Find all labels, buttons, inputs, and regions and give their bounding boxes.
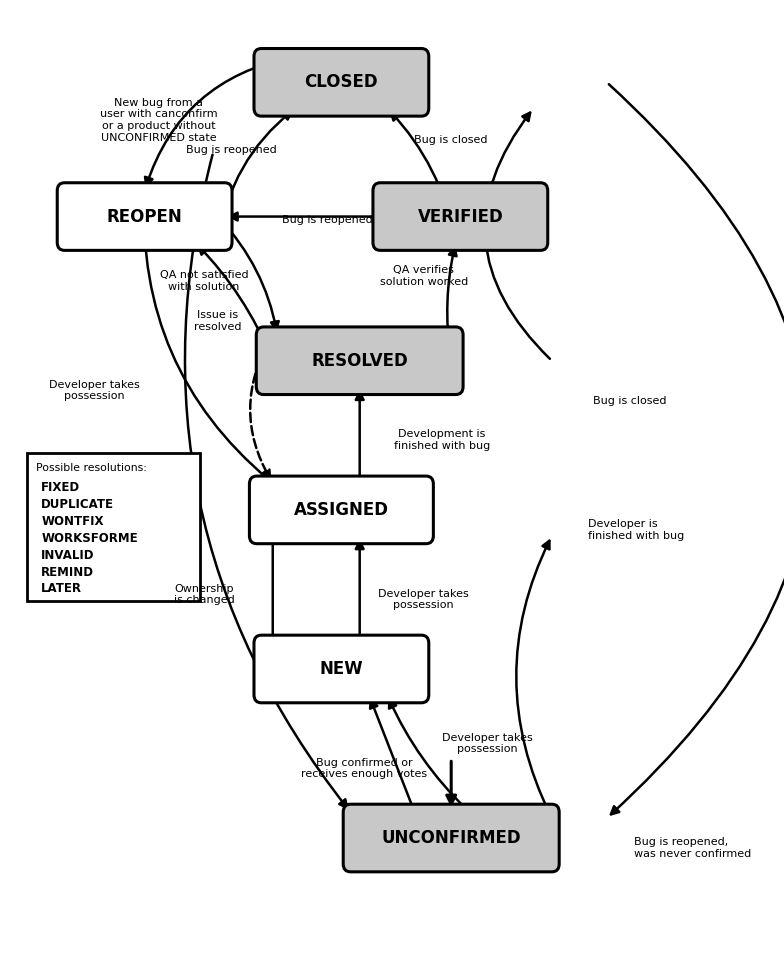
Text: Bug is closed: Bug is closed bbox=[593, 396, 666, 406]
Text: FIXED: FIXED bbox=[42, 481, 80, 494]
Text: DUPLICATE: DUPLICATE bbox=[42, 498, 114, 511]
Text: Bug is reopened,
was never confirmed: Bug is reopened, was never confirmed bbox=[634, 837, 752, 858]
Text: Possible resolutions:: Possible resolutions: bbox=[36, 464, 147, 473]
Text: QA not satisfied
with solution: QA not satisfied with solution bbox=[160, 270, 249, 292]
Text: Developer takes
possession: Developer takes possession bbox=[442, 733, 533, 755]
FancyBboxPatch shape bbox=[254, 49, 429, 117]
Text: RESOLVED: RESOLVED bbox=[311, 352, 408, 369]
Text: Developer is
finished with bug: Developer is finished with bug bbox=[589, 519, 684, 541]
Text: LATER: LATER bbox=[42, 582, 82, 596]
Text: UNCONFIRMED: UNCONFIRMED bbox=[381, 829, 521, 847]
Text: CLOSED: CLOSED bbox=[304, 74, 378, 91]
Text: WONTFIX: WONTFIX bbox=[42, 514, 103, 528]
Text: Issue is
resolved: Issue is resolved bbox=[194, 310, 241, 332]
Text: Bug is closed: Bug is closed bbox=[415, 135, 488, 145]
Text: Developer takes
possession: Developer takes possession bbox=[49, 380, 140, 402]
FancyBboxPatch shape bbox=[57, 182, 232, 250]
FancyBboxPatch shape bbox=[27, 453, 200, 602]
Text: ASSIGNED: ASSIGNED bbox=[294, 501, 389, 518]
FancyBboxPatch shape bbox=[254, 635, 429, 703]
Text: NEW: NEW bbox=[320, 660, 363, 678]
FancyBboxPatch shape bbox=[249, 476, 434, 544]
Text: Ownership
is changed: Ownership is changed bbox=[174, 584, 234, 606]
Text: Bug is reopened: Bug is reopened bbox=[282, 215, 373, 224]
Text: INVALID: INVALID bbox=[42, 549, 95, 562]
Text: Bug confirmed or
receives enough votes: Bug confirmed or receives enough votes bbox=[301, 758, 427, 779]
Text: REOPEN: REOPEN bbox=[107, 208, 183, 225]
Text: New bug from a
user with canconfirm
or a product without
UNCONFIRMED state: New bug from a user with canconfirm or a… bbox=[100, 98, 217, 142]
Text: VERIFIED: VERIFIED bbox=[417, 208, 503, 225]
Text: Bug is reopened: Bug is reopened bbox=[186, 145, 277, 155]
Text: QA verifies
solution worked: QA verifies solution worked bbox=[379, 266, 468, 287]
FancyBboxPatch shape bbox=[256, 327, 463, 395]
Text: WORKSFORME: WORKSFORME bbox=[42, 532, 138, 545]
FancyBboxPatch shape bbox=[373, 182, 548, 250]
Text: REMIND: REMIND bbox=[42, 565, 94, 578]
Text: Developer takes
possession: Developer takes possession bbox=[379, 589, 469, 611]
Text: Development is
finished with bug: Development is finished with bug bbox=[394, 429, 490, 451]
FancyBboxPatch shape bbox=[343, 805, 559, 872]
